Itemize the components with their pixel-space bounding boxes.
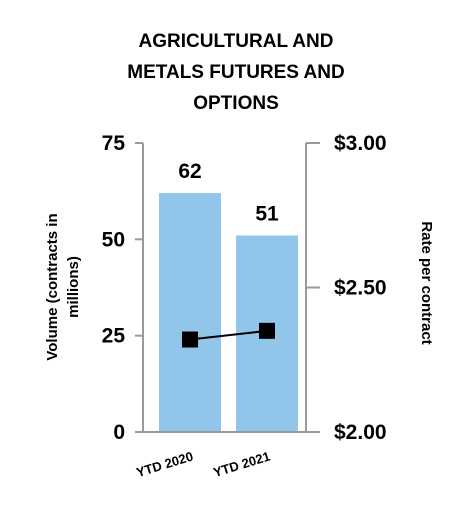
right-tick-label-1: $2.00 bbox=[334, 421, 387, 444]
chart-title: AGRICULTURAL AND METALS FUTURES AND OPTI… bbox=[0, 26, 472, 119]
y-axis-title: Volume (contracts in millions) bbox=[44, 213, 82, 360]
data-label-2: 51 bbox=[255, 202, 279, 225]
y-axis-title-line-1: Volume (contracts in bbox=[44, 213, 61, 360]
right-tick-label-3: $3.00 bbox=[334, 132, 387, 155]
rate-marker-1 bbox=[182, 331, 198, 348]
left-tick-label-4: 75 bbox=[102, 132, 126, 155]
left-tick-label-3: 50 bbox=[102, 228, 125, 251]
left-tick-label-2: 25 bbox=[102, 325, 126, 348]
chart-title-line-3: OPTIONS bbox=[193, 93, 279, 114]
rate-line bbox=[189, 329, 268, 341]
data-label-1: 62 bbox=[178, 160, 201, 183]
chart-title-line-1: AGRICULTURAL AND bbox=[138, 31, 334, 52]
y2-axis-title: Rate per contract bbox=[418, 221, 435, 344]
category-label-2: YTD 2021 bbox=[212, 449, 272, 480]
left-tick-label-1: 0 bbox=[113, 421, 125, 444]
chart-title-line-2: METALS FUTURES AND bbox=[127, 62, 345, 83]
rate-marker-2 bbox=[259, 322, 275, 339]
bar-1 bbox=[159, 193, 221, 432]
category-label-1: YTD 2020 bbox=[135, 449, 195, 480]
right-tick-label-2: $2.50 bbox=[334, 277, 387, 300]
y-axis-title-line-2: millions) bbox=[65, 256, 82, 318]
